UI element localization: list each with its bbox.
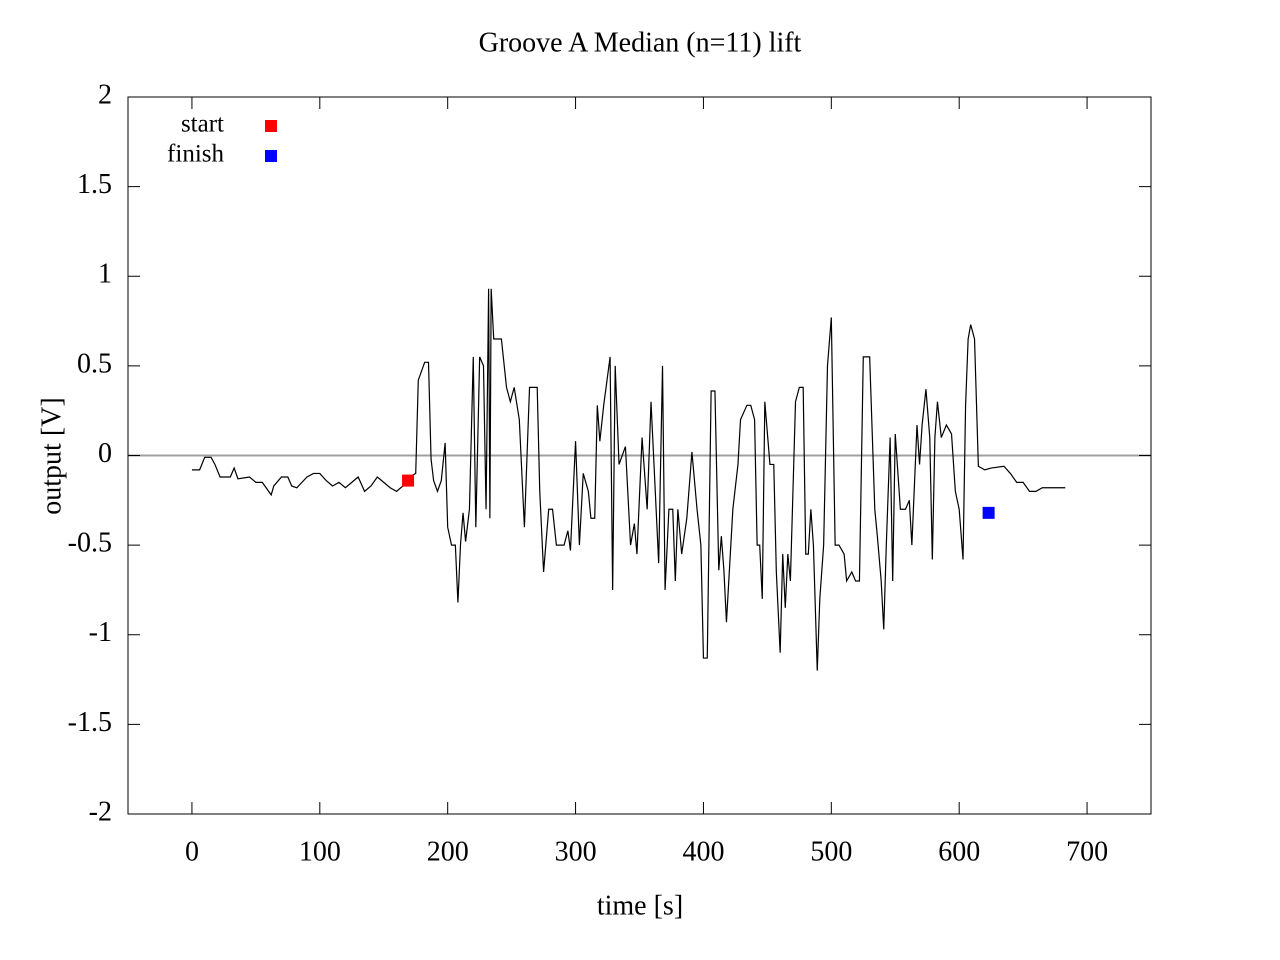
marker — [402, 474, 415, 487]
y-tick-label: 0 — [98, 438, 112, 469]
x-tick-label: 500 — [810, 836, 852, 867]
y-tick-label: -0.5 — [68, 528, 112, 559]
data-line — [191, 288, 1066, 671]
x-tick-label: 600 — [938, 836, 980, 867]
y-tick-label: 1.5 — [77, 169, 112, 200]
x-tick-label: 400 — [682, 836, 724, 867]
x-axis-label: time [s] — [597, 890, 683, 921]
y-tick-label: 1 — [98, 259, 112, 290]
y-tick-label: -1 — [89, 617, 112, 648]
x-tick-label: 100 — [299, 836, 341, 867]
y-axis-label: output [V] — [36, 397, 67, 514]
legend-swatch — [265, 120, 277, 132]
marker — [982, 506, 995, 519]
legend-swatch — [265, 150, 277, 162]
x-tick-label: 200 — [427, 836, 469, 867]
x-tick-label: 0 — [185, 836, 199, 867]
y-tick-label: -2 — [89, 796, 112, 827]
y-tick-label: 0.5 — [77, 348, 112, 379]
x-tick-label: 700 — [1066, 836, 1108, 867]
plot-frame — [127, 96, 1152, 815]
legend-label: finish — [167, 141, 224, 168]
x-tick-label: 300 — [555, 836, 597, 867]
y-tick-label: -1.5 — [68, 707, 112, 738]
legend-label: start — [181, 111, 224, 138]
chart-title: Groove A Median (n=11) lift — [479, 27, 802, 58]
y-tick-label: 2 — [98, 79, 112, 110]
